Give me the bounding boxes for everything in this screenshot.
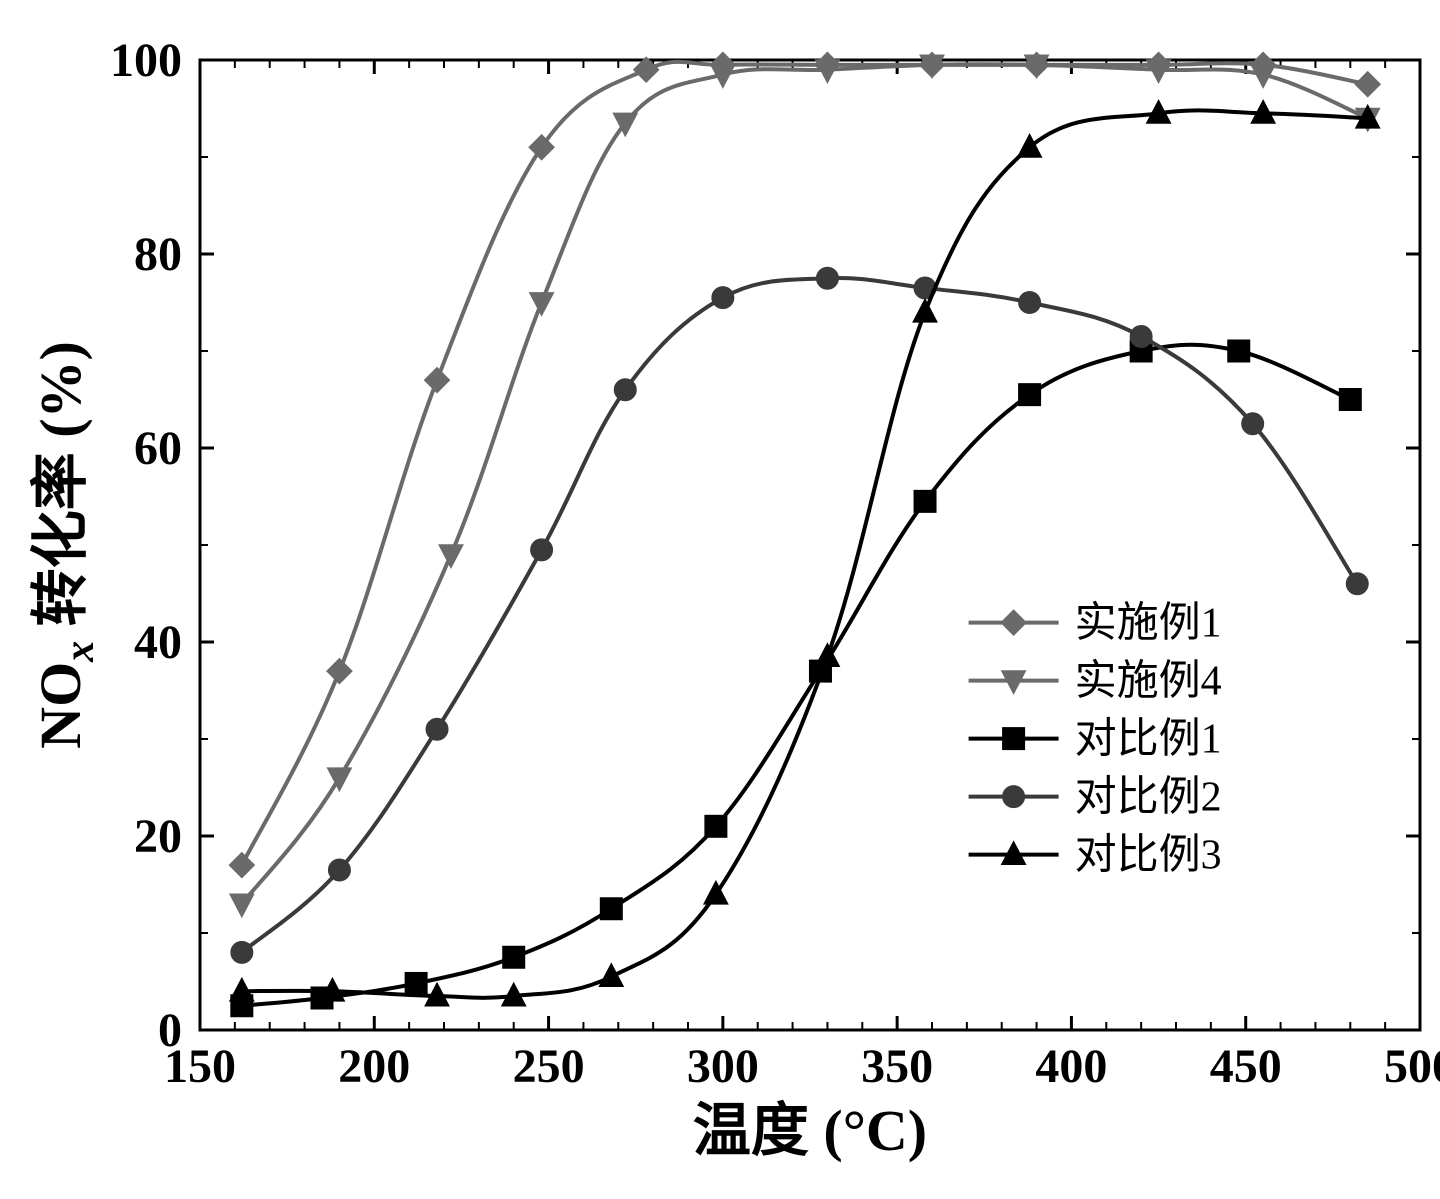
legend: 实施例1 实施例4 对比例1 对比例2 对比例3 <box>969 600 1222 879</box>
legend-label: 对比例3 <box>1075 833 1222 879</box>
x-axis-label: 温度 (°C) <box>693 1098 927 1163</box>
chart-container: 150200250300350400450500020406080100温度 (… <box>20 20 1440 1179</box>
chart-svg: 150200250300350400450500020406080100温度 (… <box>20 20 1440 1179</box>
x-tick-label: 300 <box>687 1040 759 1093</box>
x-tick-label: 350 <box>861 1040 933 1093</box>
y-tick-label: 100 <box>110 34 182 87</box>
y-tick-label: 0 <box>158 1004 182 1057</box>
legend-label: 实施例1 <box>1075 600 1222 647</box>
y-axis-label: NOx 转化率 (%) <box>28 341 103 749</box>
legend-label: 实施例4 <box>1075 658 1222 705</box>
y-tick-label: 20 <box>134 810 182 863</box>
y-tick-label: 40 <box>134 616 182 669</box>
x-tick-label: 200 <box>338 1040 410 1093</box>
legend-label: 对比例2 <box>1075 775 1222 821</box>
legend-label: 对比例1 <box>1075 717 1222 763</box>
x-tick-label: 450 <box>1210 1040 1282 1093</box>
x-tick-label: 250 <box>513 1040 585 1093</box>
x-tick-label: 400 <box>1035 1040 1107 1093</box>
y-axis-label-group: NOx 转化率 (%) <box>28 341 103 749</box>
y-tick-label: 80 <box>134 228 182 281</box>
y-tick-label: 60 <box>134 422 182 475</box>
x-tick-label: 500 <box>1384 1040 1440 1093</box>
